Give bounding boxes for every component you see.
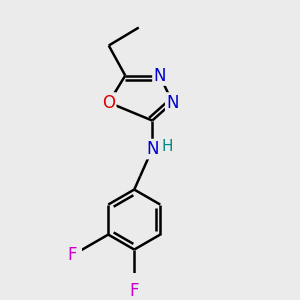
Text: H: H xyxy=(161,139,173,154)
Text: F: F xyxy=(68,246,77,264)
Text: N: N xyxy=(166,94,179,112)
Text: N: N xyxy=(146,140,158,158)
Text: F: F xyxy=(130,282,139,300)
Text: O: O xyxy=(102,94,115,112)
Text: N: N xyxy=(154,67,166,85)
